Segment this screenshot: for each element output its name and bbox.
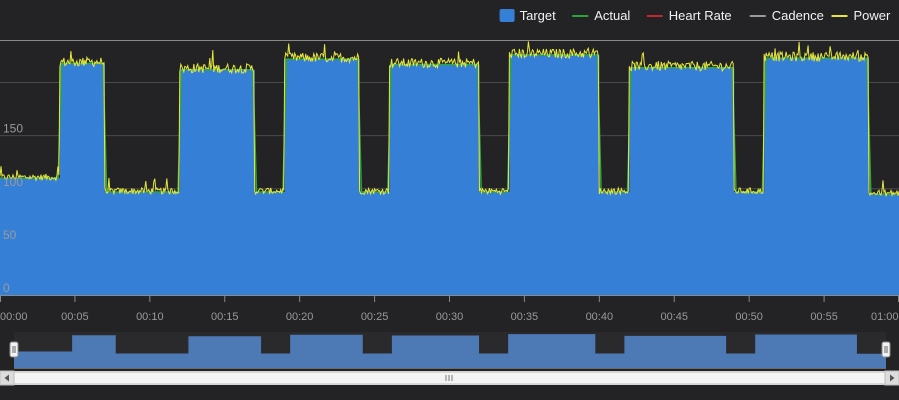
x-tick-label: 00:50 (735, 311, 763, 323)
x-tick-label: 00:35 (511, 311, 539, 323)
y-axis: 0 50 100 150 (3, 122, 23, 295)
navigator-handle-left[interactable] (9, 341, 19, 358)
y-tick-label: 50 (3, 228, 17, 242)
legend-swatch (499, 9, 515, 22)
navigator-handle-right[interactable] (881, 341, 891, 358)
actual-line (0, 54, 899, 195)
navigator-series (14, 334, 886, 368)
x-tick-label: 00:40 (586, 311, 614, 323)
y-tick-label: 0 (3, 281, 10, 295)
scroll-left-button[interactable] (0, 370, 15, 386)
y-tick-label: 100 (3, 175, 23, 189)
target-area (0, 54, 899, 295)
legend: Power Cadence Heart Rate Actual Target (499, 8, 892, 23)
scrollbar[interactable] (0, 370, 899, 386)
x-tick-label: 00:15 (211, 311, 239, 323)
arrow-right-icon (890, 374, 895, 382)
legend-label[interactable]: Target (520, 8, 557, 23)
arrow-left-icon (4, 374, 9, 382)
x-tick-label: 00:45 (660, 311, 688, 323)
x-tick-label: 00:25 (361, 311, 389, 323)
x-tick-label: 00:55 (810, 311, 838, 323)
scrollbar-thumb[interactable] (13, 371, 887, 385)
x-tick-label: 01:00 (871, 311, 899, 323)
scroll-right-button[interactable] (884, 370, 899, 386)
legend-label[interactable]: Cadence (772, 8, 824, 23)
legend-label[interactable]: Actual (594, 8, 630, 23)
legend-label[interactable]: Heart Rate (669, 8, 732, 23)
x-tick-label: 00:00 (0, 311, 28, 323)
power-line (0, 41, 899, 197)
legend-label[interactable]: Power (854, 8, 892, 23)
plot-area (0, 41, 899, 295)
x-tick-label: 00:10 (136, 311, 164, 323)
x-tick-label: 00:20 (286, 311, 314, 323)
y-tick-label: 150 (3, 122, 23, 136)
x-tick-label: 00:05 (61, 311, 89, 323)
navigator[interactable] (9, 332, 891, 369)
x-axis: 00:00 00:05 00:10 00:15 00:20 00:25 00:30 00:35… (0, 295, 899, 323)
x-tick-label: 00:30 (436, 311, 464, 323)
